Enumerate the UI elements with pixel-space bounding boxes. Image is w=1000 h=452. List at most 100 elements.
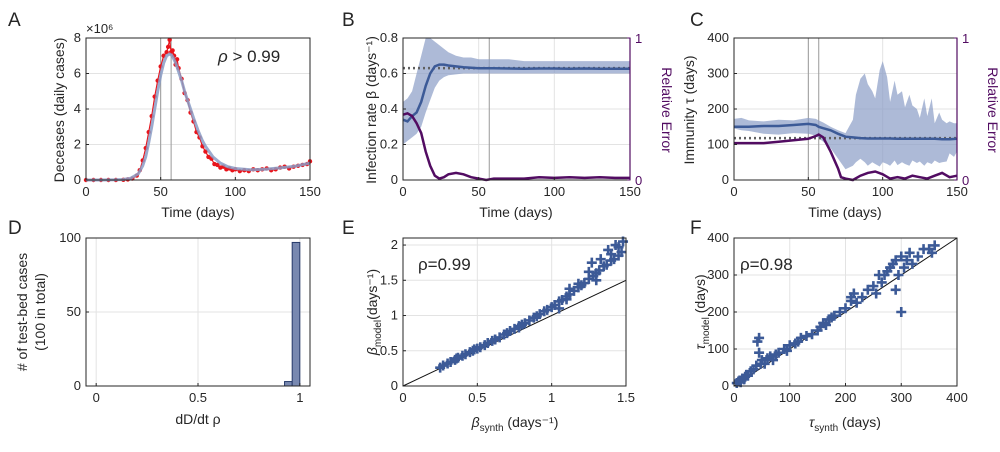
scatter-point [820, 319, 831, 330]
panel-d-letter: D [8, 218, 22, 239]
panel-b-relative-error-curve [402, 111, 630, 182]
panel-c-uncertainty-band [734, 61, 957, 170]
scatter-point [890, 284, 901, 295]
panel-d-histogram-bars [284, 241, 301, 387]
scatter-point [829, 310, 840, 321]
scatter-point [912, 251, 923, 262]
x-tick-label: 150 [299, 184, 321, 199]
y-tick-label: 300 [707, 267, 729, 282]
scatter-point [926, 247, 937, 258]
scatter-point [613, 242, 624, 253]
panel-e-y-label: βmodel(days⁻¹) [364, 269, 384, 356]
scatter-point [876, 277, 887, 288]
panel-b-mean-curve [402, 63, 630, 123]
panel-e-axes-frame [402, 237, 627, 387]
panel-a-time-markers [160, 38, 172, 180]
y-tick-label: 0.5 [380, 343, 398, 358]
mean-curve-line [734, 122, 958, 141]
panel-a-annotation-value: > 0.99 [228, 47, 280, 66]
y-tick-label: 2 [391, 237, 398, 252]
scatter-point [929, 240, 940, 251]
y-tick-label: 0 [391, 172, 398, 187]
x-tick-label: 0 [399, 390, 406, 405]
x-tick-label: 150 [619, 184, 641, 199]
panel-e: E 0 0.5 1 1.5 0 0.5 1 1.5 2 ρ=0.99 βsynth (days… [342, 218, 635, 434]
y-tick-label: 100 [707, 341, 729, 356]
x-tick-label: 100 [779, 390, 801, 405]
scatter-point [901, 255, 912, 266]
x-tick-label: 0 [82, 184, 89, 199]
scatter-point [554, 303, 565, 314]
panel-e-x-ticks: 0 0.5 1 1.5 [399, 383, 635, 405]
panel-b-y-ticks: 0 0.2 0.4 0.6 0.8 [380, 30, 406, 187]
y-tick-label: 0.2 [380, 137, 398, 152]
data-point [170, 48, 175, 53]
data-point [215, 162, 220, 168]
panel-b-letter: B [342, 10, 355, 31]
scatter-point [564, 283, 575, 294]
y-tick-label: 300 [707, 66, 729, 81]
panel-c-right-y-ticks: 01 [954, 31, 969, 188]
panel-f-correlation-annotation: ρ=0.98 [740, 255, 793, 274]
scatter-point [840, 303, 851, 314]
scatter-point [862, 284, 873, 295]
panel-f-y-ticks: 0 100 200 300 400 [707, 230, 737, 393]
panel-e-scatter-points [435, 236, 629, 373]
right-y-tick-label: 1 [635, 31, 642, 46]
y-tick-label: 2 [74, 137, 81, 152]
panel-b-right-y-ticks: 01 [627, 31, 642, 188]
y-tick-label: 1.5 [380, 272, 398, 287]
panel-a-x-label: Time (days) [161, 204, 234, 220]
uncertainty-band [734, 61, 957, 170]
panel-d-y-label: # of test-bed cases [14, 253, 30, 371]
panel-a-model-curve [86, 52, 311, 182]
scatter-point [807, 329, 818, 340]
panel-b-right-y-label: Relative Error [659, 67, 675, 153]
panel-b: B 0 50 100 150 00.20.40.60.8 01 Time (days)… [342, 10, 675, 220]
panel-c-x-label: Time (days) [808, 204, 881, 220]
panel-a-x-ticks: 0 50 100 150 [82, 177, 321, 199]
y-tick-label: 200 [707, 101, 729, 116]
scatter-point [890, 255, 901, 266]
panel-d-x-label: dD/dt ρ [175, 411, 220, 427]
scatter-point [754, 332, 765, 343]
data-point [167, 37, 172, 42]
scatter-point [904, 247, 915, 258]
x-tick-label: 0 [93, 390, 100, 405]
panel-c-right-y-label: Relative Error [985, 67, 1000, 153]
y-tick-label: 0 [74, 172, 81, 187]
scatter-point [846, 292, 857, 303]
panel-d-x-ticks: 0 0.5 1 [93, 383, 303, 405]
x-tick-label: 400 [946, 390, 968, 405]
x-tick-label: 200 [835, 390, 857, 405]
scatter-point [759, 358, 770, 369]
mean-curve-line [402, 63, 630, 123]
panel-e-correlation-annotation: ρ=0.99 [418, 255, 471, 274]
y-tick-label: 0 [74, 378, 81, 393]
scatter-point [893, 270, 904, 280]
x-tick-label: 300 [890, 390, 912, 405]
right-y-tick-label: 0 [962, 173, 969, 188]
panel-f-y-label: τmodel (days) [692, 274, 712, 349]
y-tick-label: 0.4 [380, 101, 398, 116]
x-tick-label: 0 [399, 184, 406, 199]
panel-c-time-markers [807, 38, 820, 180]
scatter-point [768, 355, 779, 366]
panel-c-x-ticks: 0 50 100 150 [730, 177, 968, 199]
panel-c-letter: C [690, 10, 704, 31]
panel-d-y-ticks: 0 50 100 [59, 230, 89, 393]
x-tick-label: 50 [801, 184, 815, 199]
y-tick-label: 0 [722, 378, 729, 393]
panel-d-grid [86, 237, 310, 387]
panel-c-y-label: Immunity τ (days) [681, 56, 697, 165]
x-tick-label: 0.5 [468, 390, 486, 405]
x-tick-label: 1.5 [617, 390, 635, 405]
data-point [165, 44, 171, 50]
scatter-point [591, 275, 602, 286]
x-tick-label: 1 [548, 390, 555, 405]
model-curve-line [86, 52, 311, 182]
y-tick-label: 50 [67, 304, 81, 319]
x-tick-label: 0.5 [189, 390, 207, 405]
